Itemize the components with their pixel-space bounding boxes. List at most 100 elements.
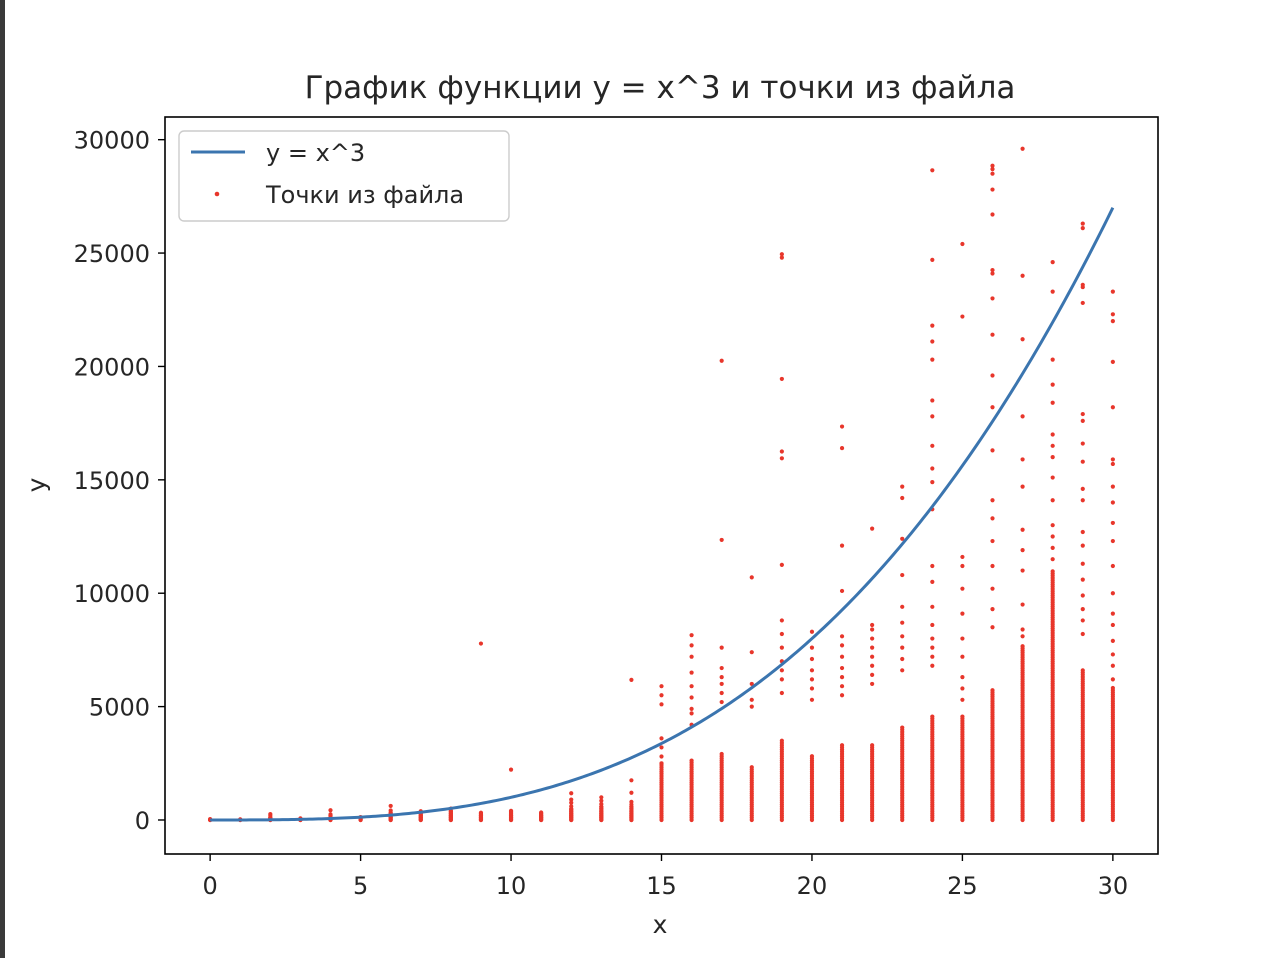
scatter-point [930,645,935,650]
scatter-point [659,761,664,766]
scatter-point [990,167,995,172]
x-tick-label: 25 [947,872,978,900]
scatter-point [990,538,995,544]
scatter-point [689,684,694,689]
scatter-point [839,743,845,748]
scatter-point [659,702,664,707]
scatter-point [508,808,514,814]
scatter-point [870,627,875,632]
scatter-point [1020,337,1025,342]
scatter-point [930,443,935,448]
x-tick-label: 15 [646,872,677,900]
scatter-point [1110,461,1115,467]
scatter-point [990,171,995,176]
legend-box [178,130,510,222]
scatter-point [1110,563,1115,569]
scatter-point [930,323,935,328]
scatter-point [960,697,965,702]
scatter-point [1050,569,1055,574]
scatter-point [1080,282,1085,287]
scatter-point [930,663,935,668]
scatter-column-dense [689,758,694,823]
scatter-column-dense [749,765,754,823]
scatter-point [749,765,754,770]
scatter-point [1020,146,1025,151]
legend-scatter-swatch [214,191,220,197]
scatter-point [689,643,694,648]
scatter-point [930,398,935,403]
scatter-point [839,684,845,689]
scatter-point [689,711,694,716]
scatter-point [1080,459,1085,464]
scatter-point [1110,685,1115,691]
scatter-point [900,572,905,578]
scatter-point [689,758,694,763]
y-tick-label: 30000 [74,127,150,155]
scatter-point [719,699,724,705]
scatter-point [990,688,995,693]
scatter-point [990,625,995,630]
scatter-point [839,654,845,659]
scatter-point [839,424,845,429]
scatter-point [990,563,995,569]
scatter-point [960,675,965,680]
scatter-point [1050,557,1055,562]
scatter-point [629,790,634,795]
scatter-point [1050,432,1055,437]
scatter-point [870,743,875,748]
scatter-point [839,543,845,548]
scatter-point [990,606,995,612]
scatter-point [809,645,815,650]
scatter-point [659,693,664,698]
scatter-point [749,697,754,702]
scatter-point [900,725,905,730]
x-tick-label: 0 [202,872,217,900]
scatter-point [1020,627,1025,632]
scatter-point [900,536,905,541]
scatter-column-dense [1020,644,1025,823]
scatter-point [1110,359,1115,365]
scatter-point [1080,618,1085,623]
x-axis: 0 5 10 15 20 25 30 [202,854,1128,900]
scatter-point [900,620,905,625]
legend: y = x^3 Точки из файла [178,130,510,222]
scatter-point [900,634,905,639]
scatter-point [990,187,995,192]
scatter-column-dense [870,743,875,823]
scatter-point [1050,475,1055,480]
scatter-column-dense [1080,668,1085,823]
scatter-point [930,480,935,485]
scatter-point [779,456,784,461]
scatter-point [328,808,333,813]
scatter-point [1020,602,1025,607]
y-axis-label: y [22,477,51,492]
scatter-point [1020,414,1025,419]
scatter-point [930,622,935,628]
scatter-point [960,586,965,591]
y-tick-label: 25000 [74,240,150,268]
scatter-point [1050,400,1055,405]
scatter-point [870,622,875,628]
scatter-point [719,358,724,363]
scatter-point [990,516,995,521]
scatter-point [1110,312,1115,317]
scatter-point [1080,221,1085,226]
scatter-point [779,668,784,673]
scatter-point [749,575,754,580]
scatter-point [930,563,935,569]
scatter-point [719,690,724,696]
chart: График функции y = x^3 и точки из файла … [22,70,1159,939]
scatter-point [990,586,995,591]
scatter-point [870,645,875,650]
scatter-point [779,376,784,382]
scatter-point [1110,638,1115,643]
scatter-point [990,448,995,453]
scatter-column-dense [839,743,845,823]
scatter-point [1050,523,1055,528]
scatter-column-dense [809,754,815,823]
scatter-column-dense [1050,569,1055,823]
scatter-point [539,810,544,815]
scatter-point [1080,631,1085,637]
scatter-point [930,257,935,262]
scatter-point [1020,273,1025,278]
